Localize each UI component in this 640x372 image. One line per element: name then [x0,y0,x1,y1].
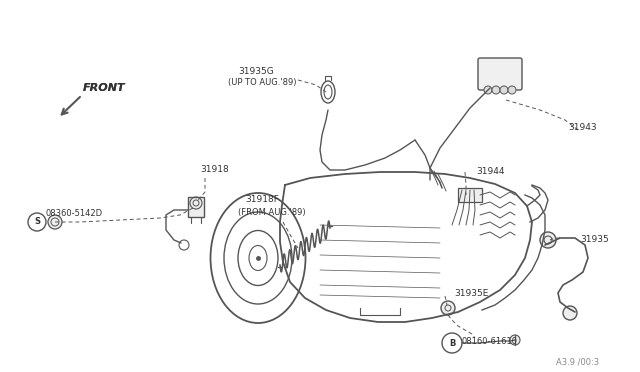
Text: S: S [34,218,40,227]
Text: (FROM AUG.'89): (FROM AUG.'89) [238,208,306,217]
Bar [188,197,204,217]
Text: 08160-61610: 08160-61610 [462,337,518,346]
Bar [458,188,482,202]
Circle shape [500,86,508,94]
Circle shape [563,306,577,320]
Circle shape [441,301,455,315]
FancyBboxPatch shape [478,58,522,90]
Text: 31943: 31943 [568,124,596,132]
Circle shape [540,232,556,248]
Circle shape [484,86,492,94]
Circle shape [510,335,520,345]
Text: 31944: 31944 [476,167,504,176]
Circle shape [492,86,500,94]
Circle shape [48,215,62,229]
Text: (UP TO AUG.'89): (UP TO AUG.'89) [228,77,296,87]
Text: 31918F: 31918F [245,196,279,205]
Text: 31935G: 31935G [238,67,274,77]
Text: 31935E: 31935E [454,289,488,298]
Text: FRONT: FRONT [83,83,125,93]
Text: 31918: 31918 [200,166,228,174]
Text: 08360-5142D: 08360-5142D [46,208,103,218]
Text: A3.9 /00:3: A3.9 /00:3 [556,357,599,366]
Circle shape [442,333,462,353]
Text: 31935: 31935 [580,235,609,244]
Text: FRONT: FRONT [83,83,125,93]
Circle shape [28,213,46,231]
Circle shape [508,86,516,94]
Text: B: B [449,339,455,347]
